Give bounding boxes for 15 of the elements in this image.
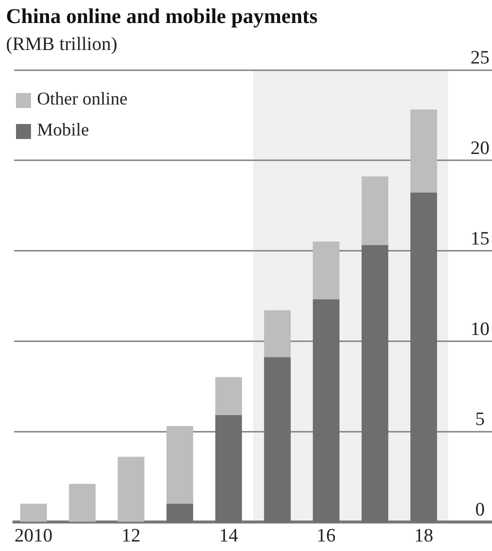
y-tick-label: 0 bbox=[475, 500, 485, 521]
y-tick-label: 5 bbox=[475, 409, 485, 430]
y-tick-label: 15 bbox=[470, 228, 490, 250]
legend-label: Other online bbox=[37, 88, 128, 109]
y-tick-label: 20 bbox=[470, 138, 490, 159]
x-tick-label: 2010 bbox=[14, 526, 53, 547]
x-tick-label: 16 bbox=[316, 526, 336, 547]
y-tick-label: 10 bbox=[470, 318, 490, 340]
chart-subtitle: (RMB trillion) bbox=[6, 34, 118, 56]
x-tick-label: 12 bbox=[122, 526, 141, 547]
legend-label: Mobile bbox=[37, 120, 90, 140]
chart-title: China online and mobile payments bbox=[6, 4, 318, 29]
x-tick-label: 14 bbox=[219, 526, 239, 547]
y-tick-label: 25 bbox=[470, 47, 490, 68]
x-tick-label: 18 bbox=[414, 526, 434, 547]
